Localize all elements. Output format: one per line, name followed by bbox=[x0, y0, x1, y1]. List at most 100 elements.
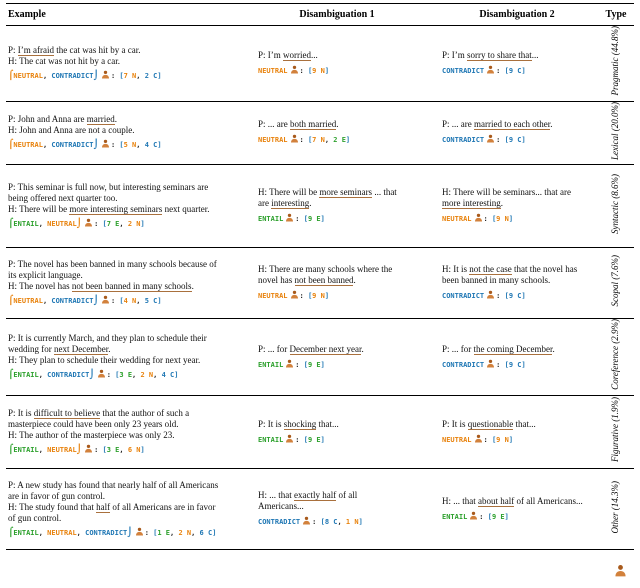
type-label: Syntactic (8.6%) bbox=[610, 173, 621, 234]
label-contradict: CONTRADICT bbox=[51, 297, 94, 306]
label-neutral: NEUTRAL bbox=[47, 528, 77, 537]
votes-open-bracket: [ bbox=[119, 141, 124, 150]
votes-close-bracket: ] bbox=[508, 215, 514, 224]
type-label: Scopal (7.6%) bbox=[610, 255, 621, 307]
disambiguation-1-cell: H: There are many schools where the nove… bbox=[238, 248, 436, 319]
label-line: NEUTRAL: [9 N] bbox=[442, 214, 514, 224]
label-line: ENTAIL: [9 E] bbox=[258, 214, 325, 224]
underlined-phrase: about half bbox=[478, 495, 515, 507]
votes-open-bracket: [ bbox=[320, 518, 325, 527]
votes-open-bracket: [ bbox=[491, 215, 497, 224]
label-line: NEUTRAL: [9 N] bbox=[442, 434, 514, 444]
column-header-disambiguation-1: Disambiguation 1 bbox=[238, 3, 436, 26]
label-entail: ENTAIL bbox=[13, 220, 39, 229]
vote-count: 9 C bbox=[508, 66, 522, 75]
set-close-bracket-icon: ⌡ bbox=[93, 140, 99, 151]
label-line: ENTAIL: [9 E] bbox=[442, 511, 509, 521]
table-row: P: The novel has been banned in many sch… bbox=[6, 248, 634, 319]
underlined-phrase: exactly half bbox=[294, 490, 337, 502]
label-line: ⌠ENTAIL, NEUTRAL⌡: [7 E, 2 N] bbox=[8, 219, 145, 230]
annotator-icon bbox=[470, 511, 478, 520]
votes-close-bracket: ] bbox=[504, 512, 509, 521]
label-neutral: NEUTRAL bbox=[13, 297, 43, 306]
annotator-icon bbox=[286, 214, 294, 223]
disambiguation-text: H: There will be more seminars ... that … bbox=[258, 187, 397, 210]
label-line: CONTRADICT: [8 C, 1 N] bbox=[258, 517, 363, 527]
example-cell: P: John and Anna are married. H: John and… bbox=[6, 101, 238, 165]
annotator-icon bbox=[85, 445, 93, 453]
type-cell: Pragmatic (44.8%) bbox=[598, 26, 634, 102]
label-line: ⌠NEUTRAL, CONTRADICT⌡: [5 N, 4 C] bbox=[8, 140, 162, 151]
vote-count: 9 E bbox=[307, 360, 321, 369]
votes-close-bracket: ] bbox=[174, 371, 179, 380]
disambiguation-1-cell: H: There will be more seminars ... that … bbox=[238, 165, 436, 248]
label-line: CONTRADICT: [9 C] bbox=[442, 291, 526, 301]
table-row: P: John and Anna are married. H: John and… bbox=[6, 101, 634, 165]
vote-count: 9 N bbox=[312, 292, 325, 301]
annotator-icon bbox=[487, 65, 495, 74]
underlined-phrase: married to each other bbox=[474, 119, 551, 131]
label-contradict: CONTRADICT bbox=[258, 518, 301, 527]
underlined-phrase: next December bbox=[54, 344, 109, 356]
underlined-phrase: worried bbox=[283, 49, 312, 61]
set-close-bracket-icon: ⌡ bbox=[76, 219, 83, 230]
type-cell: Figurative (1.9%) bbox=[598, 396, 634, 469]
vote-count: 1 E bbox=[157, 528, 170, 537]
disambiguation-text: H: ... that exactly half of all American… bbox=[258, 490, 358, 512]
label-line: NEUTRAL: [9 N] bbox=[258, 291, 330, 301]
underlined-phrase: questionable bbox=[467, 418, 514, 430]
vote-count: 4 C bbox=[144, 141, 158, 150]
disambiguation-2-cell: P: It is questionable that... NEUTRAL: [9… bbox=[436, 396, 598, 469]
example-cell: P: The novel has been banned in many sch… bbox=[6, 248, 238, 319]
votes-close-bracket: ] bbox=[212, 528, 217, 537]
set-open-bracket-icon: ⌠ bbox=[8, 527, 14, 538]
column-header-disambiguation-2: Disambiguation 2 bbox=[436, 3, 598, 26]
caption-fragment bbox=[612, 563, 628, 581]
label-neutral: NEUTRAL bbox=[47, 220, 77, 229]
votes-close-bracket: ] bbox=[521, 136, 526, 145]
column-header-type: Type bbox=[598, 3, 634, 26]
set-open-bracket-icon: ⌠ bbox=[8, 296, 14, 307]
type-cell: Scopal (7.6%) bbox=[598, 248, 634, 319]
label-line: NEUTRAL: [7 N, 2 E] bbox=[258, 135, 351, 145]
hypothesis-text: H: The author of the masterpiece was onl… bbox=[8, 430, 175, 441]
label-line: ENTAIL: [9 E] bbox=[258, 434, 325, 444]
set-open-bracket-icon: ⌠ bbox=[8, 445, 14, 456]
disambiguation-1-cell: P: ... for December next year. ENTAIL: [9… bbox=[238, 319, 436, 396]
vote-count: 6 C bbox=[199, 528, 213, 537]
label-contradict: CONTRADICT bbox=[442, 66, 485, 75]
hypothesis-text: H: There will be more interesting semina… bbox=[8, 204, 210, 216]
votes-close-bracket: ] bbox=[345, 136, 351, 145]
underlined-phrase: December next year bbox=[289, 343, 362, 355]
label-entail: ENTAIL bbox=[13, 371, 39, 380]
premise-text: P: It is difficult to believe that the a… bbox=[8, 408, 190, 430]
set-close-bracket-icon: ⌡ bbox=[89, 370, 95, 381]
underlined-phrase: married bbox=[86, 114, 115, 126]
label-contradict: CONTRADICT bbox=[85, 528, 128, 537]
type-label: Coreference (2.9%) bbox=[610, 319, 621, 391]
table-header: Example Disambiguation 1 Disambiguation … bbox=[6, 3, 634, 26]
vote-count: 6 N bbox=[127, 446, 141, 455]
vote-count: 9 N bbox=[312, 66, 325, 75]
votes-open-bracket: [ bbox=[504, 136, 509, 145]
hypothesis-text: H: The study found that half of all Amer… bbox=[8, 501, 216, 523]
disambiguation-text: P: ... are married to each other. bbox=[442, 119, 553, 131]
disambiguation-1-cell: P: It is shocking that... ENTAIL: [9 E] bbox=[238, 396, 436, 469]
set-open-bracket-icon: ⌠ bbox=[8, 140, 14, 151]
label-contradict: CONTRADICT bbox=[442, 136, 485, 145]
disambiguation-text: H: There will be seminars... that are mo… bbox=[442, 187, 572, 210]
label-contradict: CONTRADICT bbox=[47, 371, 90, 380]
annotator-icon bbox=[487, 359, 495, 368]
annotator-icon bbox=[290, 65, 298, 74]
votes-open-bracket: [ bbox=[307, 292, 313, 301]
disambiguation-text: H: There are many schools where the nove… bbox=[258, 264, 393, 287]
annotator-icon bbox=[303, 517, 311, 525]
vote-count: 8 C bbox=[324, 518, 338, 527]
disambiguation-1-cell: P: ... are both married. NEUTRAL: [7 N, 2… bbox=[238, 101, 436, 165]
vote-count: 9 E bbox=[307, 215, 321, 224]
label-neutral: NEUTRAL bbox=[442, 215, 472, 224]
vote-count: 9 N bbox=[496, 435, 509, 444]
label-line: CONTRADICT: [9 C] bbox=[442, 135, 526, 145]
annotator-icon bbox=[97, 370, 105, 378]
premise-text: P: A new study has found that nearly hal… bbox=[8, 479, 219, 501]
